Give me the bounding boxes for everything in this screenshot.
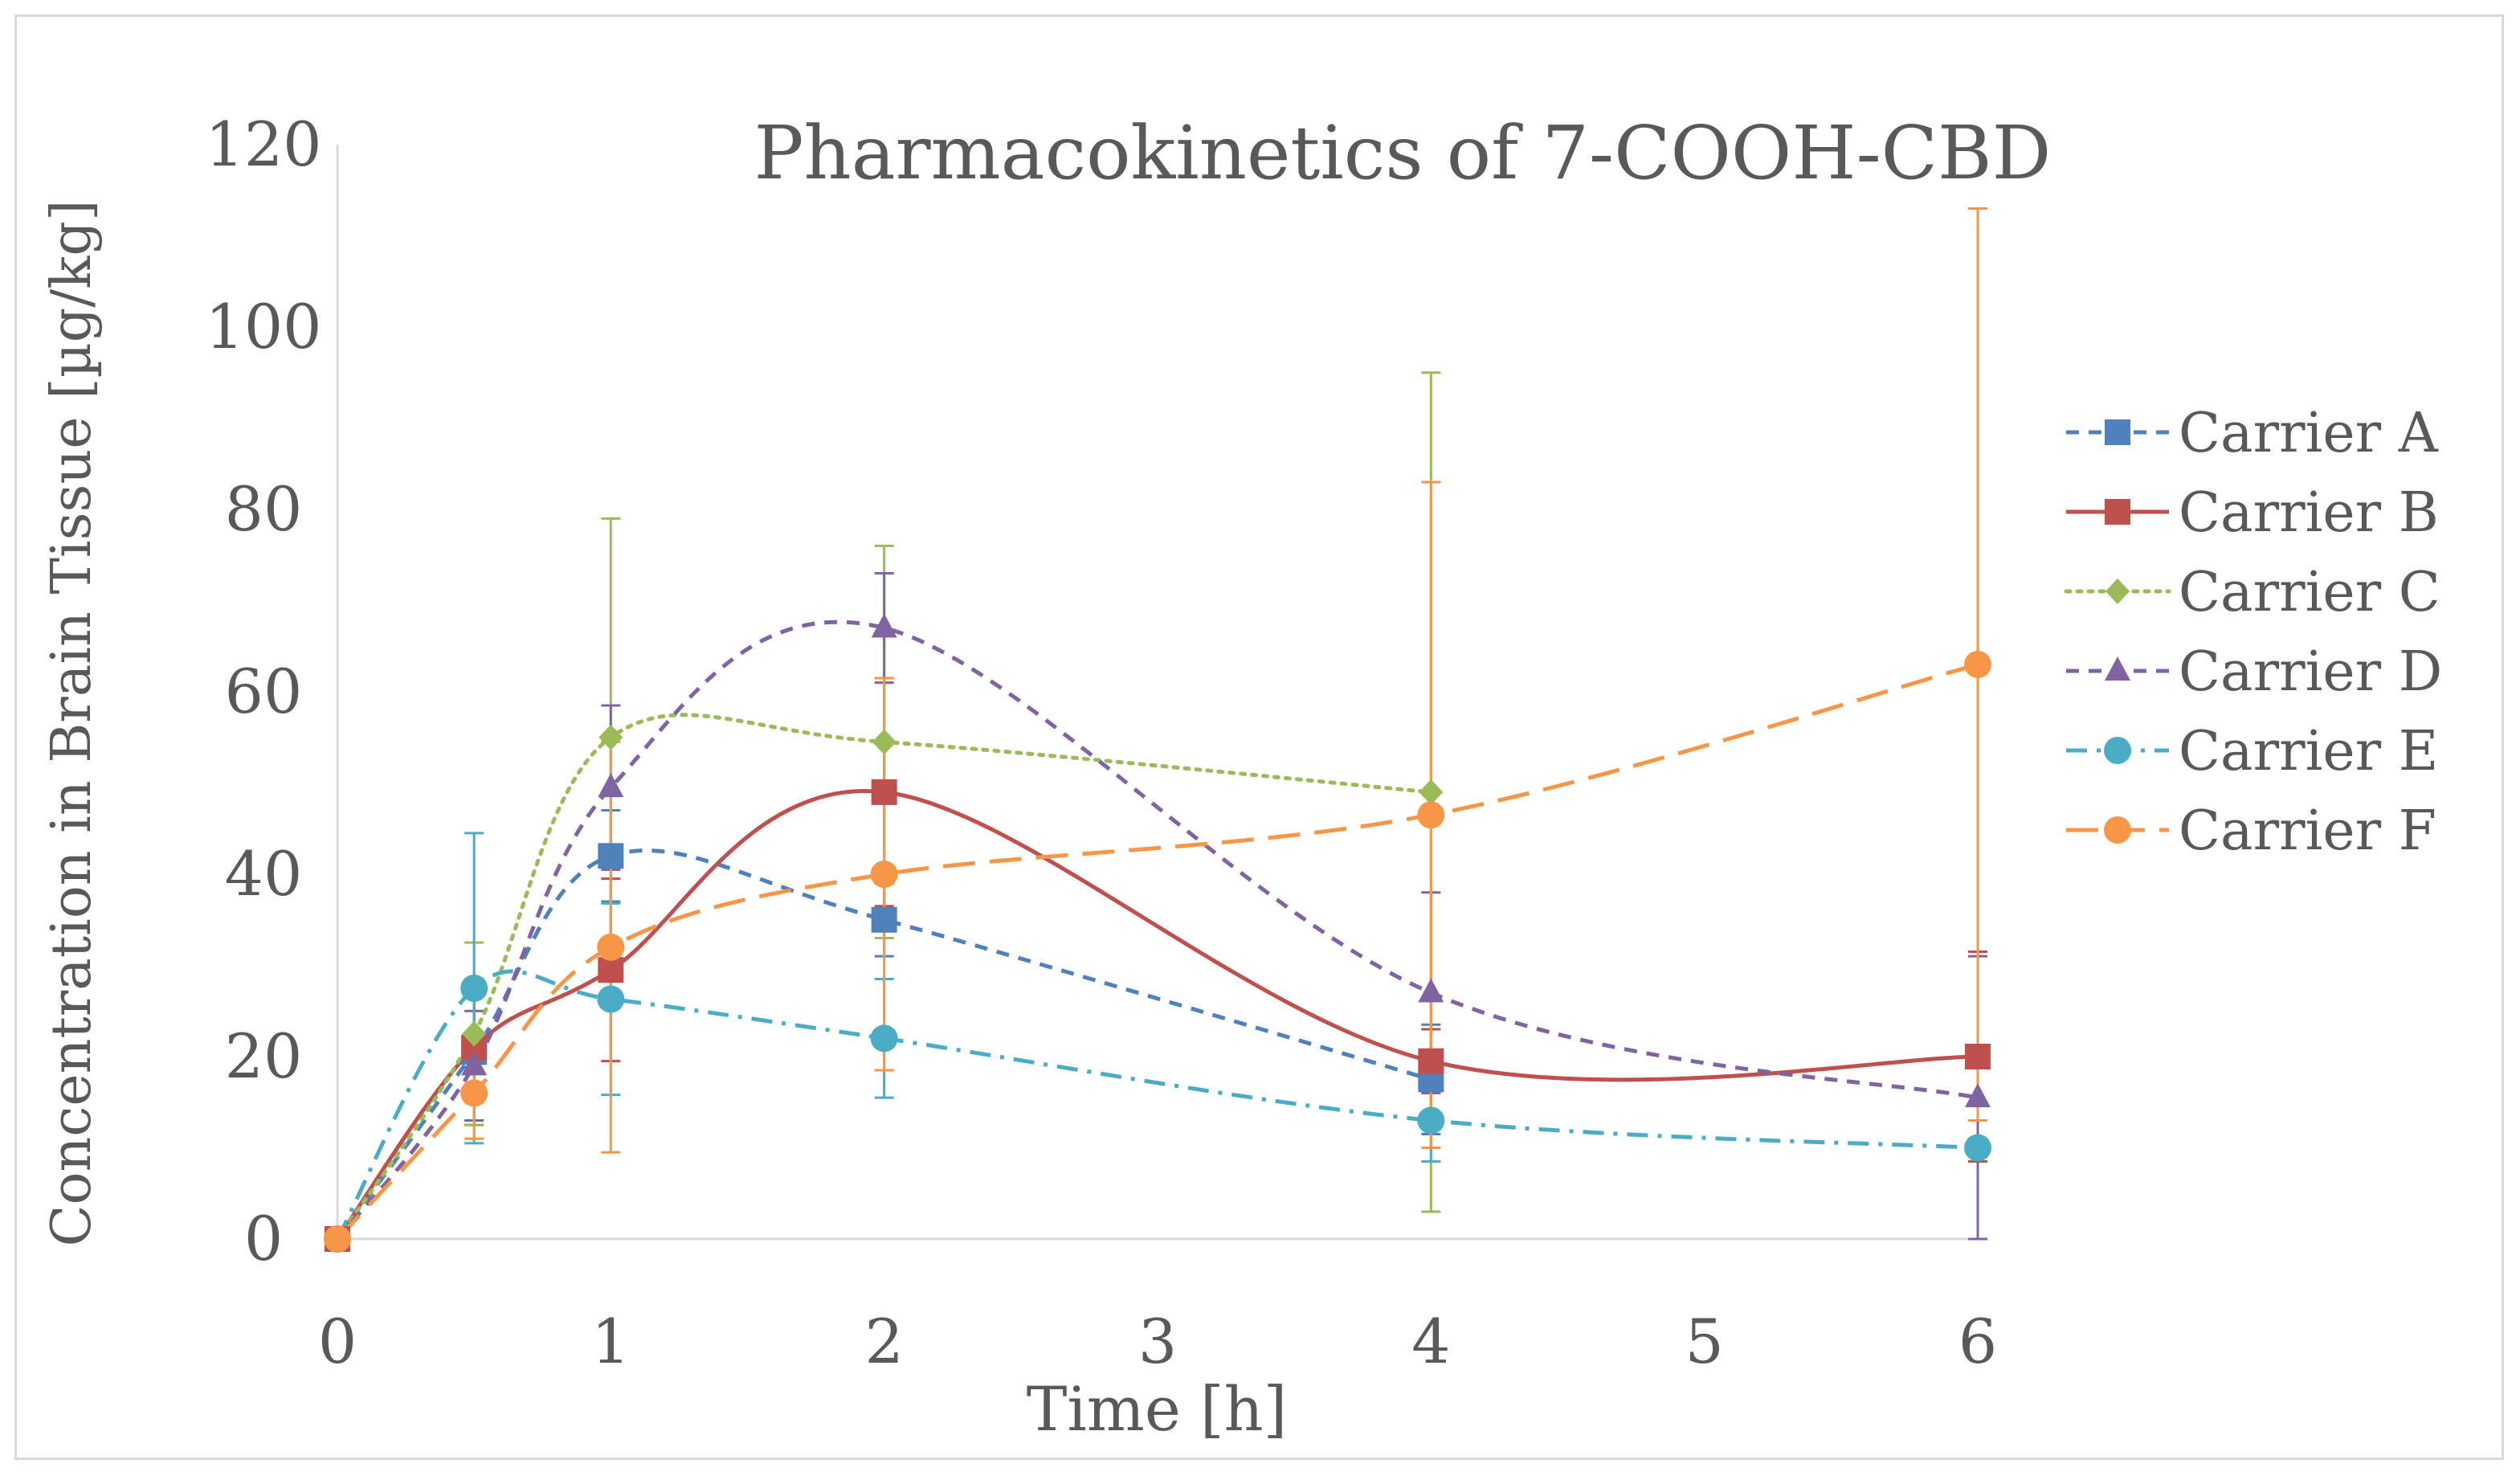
legend-item-carrier-b: Carrier B (2066, 481, 2439, 545)
carrier-f-point (1417, 801, 1445, 829)
y-axis-label: Concentration in Brain Tissue [µg/kg] (40, 200, 104, 1247)
carrier-d-line (336, 619, 1979, 1241)
carrier-c-line (335, 713, 1433, 1241)
carrier-d-point (1418, 978, 1444, 1003)
legend-item-carrier-f: Carrier F (2066, 799, 2436, 863)
carrier-d-point (598, 773, 624, 798)
ticks: 0 20 40 60 80 100 120 0 1 2 3 4 5 6 (205, 108, 1997, 1377)
axes (336, 145, 1978, 1241)
chart-frame (14, 14, 2504, 1460)
legend-swatch-marker (2104, 816, 2131, 844)
y-tick-label: 20 (225, 1020, 303, 1092)
carrier-e-point (597, 985, 625, 1013)
legend-swatch-marker (2104, 737, 2131, 764)
legend-label: Carrier C (2179, 561, 2440, 624)
carrier-f-line (336, 662, 1979, 1241)
legend-item-carrier-a: Carrier A (2066, 402, 2439, 465)
legend-label: Carrier B (2179, 481, 2439, 545)
carrier-f-point (597, 933, 625, 961)
y-tick-label: 60 (225, 656, 303, 727)
markers (324, 613, 1991, 1253)
carrier-e-line (335, 969, 1979, 1241)
carrier-d-point (1965, 1083, 1991, 1108)
carrier-f-point (324, 1225, 351, 1253)
carrier-c-point (872, 729, 896, 755)
carrier-b-point (1418, 1048, 1444, 1074)
legend-item-carrier-d: Carrier D (2066, 640, 2442, 704)
error-bars (464, 206, 1987, 1241)
y-tick-label: 100 (205, 291, 321, 362)
y-tick-label: 80 (225, 473, 303, 545)
carrier-a-point (871, 906, 897, 933)
carrier-b-line (335, 789, 1979, 1241)
series-lines (335, 619, 1979, 1241)
carrier-d-point (461, 1051, 488, 1076)
legend-item-carrier-e: Carrier E (2066, 720, 2438, 783)
x-tick-label: 1 (591, 1306, 630, 1377)
carrier-a-line (335, 848, 1432, 1241)
legend-swatch-marker (2105, 499, 2130, 525)
carrier-d-point (871, 613, 897, 638)
y-tick-label: 0 (244, 1203, 283, 1274)
carrier-c-point (462, 1020, 487, 1047)
x-tick-label: 3 (1138, 1306, 1177, 1377)
legend-label: Carrier A (2179, 402, 2439, 465)
carrier-f-point (870, 861, 898, 888)
x-tick-label: 0 (318, 1306, 357, 1377)
carrier-c-point (598, 724, 623, 750)
chart-title: Pharmacokinetics of 7-COOH-CBD (754, 110, 2052, 196)
legend-swatch-marker (2105, 579, 2130, 604)
legend-label: Carrier F (2179, 799, 2436, 863)
x-tick-label: 6 (1958, 1306, 1997, 1377)
carrier-a-point (598, 843, 624, 869)
carrier-f-point (460, 1079, 488, 1107)
x-axis-label: Time [h] (1027, 1373, 1287, 1445)
carrier-e-point (460, 974, 488, 1002)
carrier-b-point (1965, 1044, 1991, 1069)
y-tick-label: 120 (205, 108, 321, 180)
carrier-b-point (598, 957, 624, 983)
legend-swatch-marker (2105, 419, 2130, 445)
x-tick-label: 4 (1411, 1306, 1450, 1377)
y-tick-label: 40 (225, 838, 303, 910)
legend: Carrier A Carrier B Carrier C Carrier D Carr… (2064, 402, 2442, 863)
legend-swatch-marker (2105, 656, 2130, 681)
carrier-e-point (870, 1024, 898, 1053)
carrier-b-point (871, 779, 897, 805)
x-tick-label: 5 (1685, 1306, 1723, 1377)
carrier-e-point (1964, 1134, 1991, 1162)
legend-label: Carrier D (2179, 640, 2442, 704)
x-tick-label: 2 (864, 1306, 903, 1377)
carrier-c-point (1419, 779, 1444, 805)
carrier-e-point (1417, 1106, 1445, 1135)
legend-label: Carrier E (2179, 720, 2438, 783)
legend-item-carrier-c: Carrier C (2064, 561, 2440, 624)
carrier-f-point (1964, 650, 1991, 678)
